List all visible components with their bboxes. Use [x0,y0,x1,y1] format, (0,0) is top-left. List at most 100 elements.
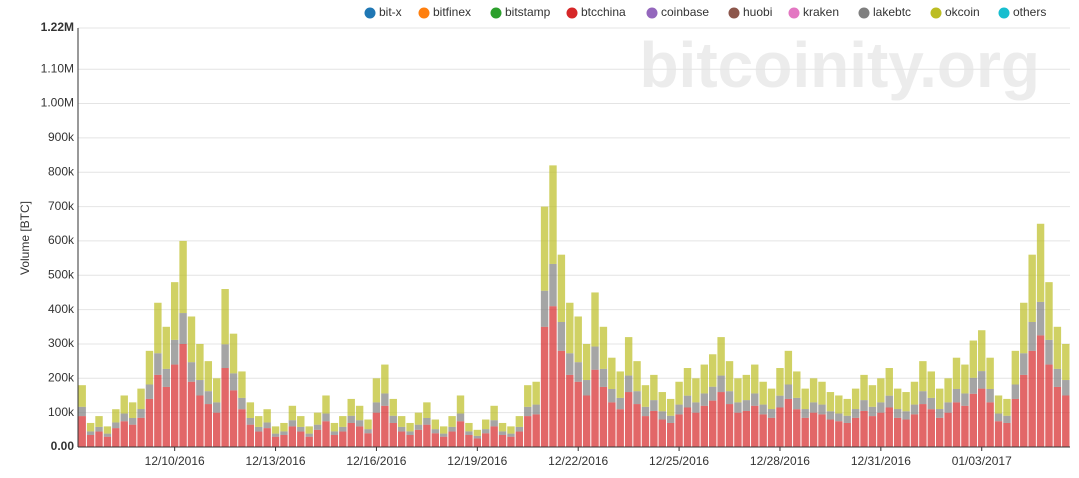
bar-segment [557,254,566,322]
bar-segment [725,404,734,447]
bar-segment [574,362,582,382]
bar-segment [759,404,767,415]
bar-segment [692,378,700,403]
bar-segment [540,326,549,447]
bar-segment [658,392,666,412]
bar-segment [297,416,305,427]
bar-segment [978,371,986,389]
legend-label: kraken [803,5,839,19]
bar-segment [557,321,566,351]
bar-segment [213,402,221,413]
bar-segment [1028,254,1036,322]
bar-segment [709,400,717,447]
bar-segment [263,422,271,429]
bar-segment [431,429,439,434]
bar-segment [776,368,784,396]
bar-segment [339,426,347,432]
bar-segment [1011,398,1020,447]
bar-segment [196,343,204,381]
bar-segment [255,431,263,447]
bar-segment [784,384,793,399]
bar-segment [347,415,355,423]
bar-segment [700,364,709,394]
x-tick-label: 12/28/2016 [750,454,810,468]
x-tick-label: 12/16/2016 [346,454,406,468]
bar-segment [524,385,532,407]
bar-segment [675,381,683,405]
bar-segment [818,404,826,415]
bar-segment [339,431,347,447]
bar-segment [582,395,591,447]
bar-segment [1011,384,1020,399]
bar-segment [305,436,313,447]
bar-segment [650,410,658,447]
bar-segment [297,431,305,447]
bar-segment [944,402,952,413]
bar-segment [658,419,666,447]
bar-segment [271,426,280,434]
bar-segment [633,361,641,392]
bar-segment [103,426,112,434]
bar-segment [95,431,103,447]
bar-segment [574,316,582,363]
bar-segment [574,381,582,447]
bar-segment [288,420,297,427]
bar-segment [793,397,801,410]
bar-segment [633,391,641,405]
bar-segment [860,374,868,401]
bar-segment [666,415,675,423]
bar-segment [683,395,692,408]
bar-segment [229,390,238,447]
bar-segment [734,378,742,403]
bar-segment [868,385,877,407]
bar-segment [986,388,994,403]
bar-segment [793,409,801,447]
bar-segment [128,417,137,425]
bar-segment [675,414,683,447]
bar-segment [591,369,599,447]
bar-segment [616,371,624,398]
bar-segment [330,422,339,432]
bar-segment [599,326,608,369]
bar-segment [112,409,120,423]
bar-segment [969,393,978,447]
bar-segment [641,416,650,447]
bar-segment [1003,422,1011,447]
bar-segment [893,388,902,410]
bar-segment [221,289,229,345]
bar-segment [910,404,919,415]
bar-segment [1020,302,1028,354]
bar-segment [835,421,843,447]
bar-segment [473,429,482,436]
bar-segment [448,431,456,447]
bar-segment [902,419,910,447]
bar-segment [137,417,145,447]
bar-segment [532,381,540,405]
bar-segment [1003,398,1011,416]
bar-segment [439,426,448,434]
bar-segment [482,433,490,447]
bar-segment [263,409,271,423]
bar-segment [86,434,95,447]
bar-segment [683,368,692,396]
bar-segment [246,417,255,425]
bars [78,165,1070,447]
bar-segment [843,398,851,416]
bar-segment [305,426,313,434]
bar-segment [86,422,95,432]
bar-segment [414,429,423,447]
bar-segment [650,374,658,401]
bar-segment [961,405,969,447]
y-tick-label: 200k [48,370,75,384]
y-axis-label: Volume [BTC] [18,201,32,275]
y-tick-label: 0.00 [51,439,75,453]
bar-segment [961,393,969,406]
bar-segment [490,420,498,427]
bar-segment [608,357,616,389]
bar-segment [725,391,734,405]
bar-segment [725,361,734,392]
legend-marker [418,7,430,19]
bar-segment [154,302,162,354]
bar-segment [927,409,935,447]
